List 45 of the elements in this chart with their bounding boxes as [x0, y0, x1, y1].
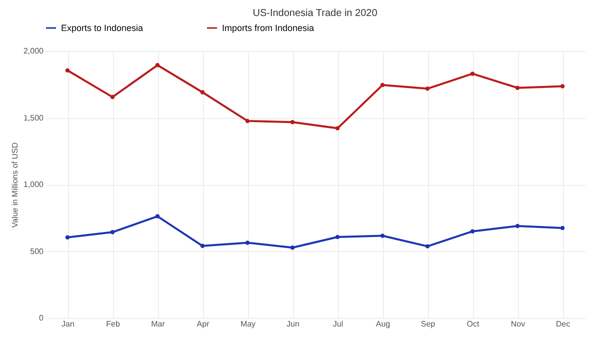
x-tick-label: Feb — [106, 320, 120, 328]
legend-label: Imports from Indonesia — [222, 23, 314, 33]
x-tick-label: Oct — [466, 320, 480, 328]
point — [560, 226, 565, 230]
point — [380, 82, 385, 88]
y-tick-label: 2,000 — [23, 46, 44, 56]
point — [470, 229, 475, 234]
point — [200, 90, 205, 94]
point — [65, 235, 70, 240]
point — [155, 63, 160, 68]
point — [110, 94, 115, 100]
point — [380, 234, 385, 238]
point — [425, 244, 430, 248]
point — [335, 126, 340, 130]
point — [515, 224, 520, 228]
point — [245, 118, 250, 124]
x-tick-label: Dec — [556, 320, 570, 328]
point — [470, 72, 475, 76]
legend-label: Exports to Indonesia — [61, 23, 144, 33]
point — [290, 246, 295, 250]
x-tick-label: Nov — [510, 320, 526, 328]
chart-title: US-Indonesia Trade in 2020 — [252, 8, 378, 19]
point — [200, 244, 205, 248]
point — [560, 84, 565, 88]
x-tick-label: Apr — [196, 320, 210, 328]
x-tick-label: Jun — [286, 320, 300, 328]
y-axis-title: Value in Millions of USD — [10, 142, 20, 228]
y-tick-label: 0 — [39, 314, 44, 322]
point — [515, 86, 520, 90]
y-tick-label: 1,000 — [23, 180, 44, 189]
point — [110, 230, 115, 234]
point — [155, 214, 160, 218]
x-tick-label: Mar — [151, 320, 166, 328]
point — [245, 240, 250, 245]
y-tick-label: 1,500 — [23, 113, 44, 122]
point — [335, 234, 340, 240]
point — [425, 86, 430, 91]
x-tick-label: Jan — [62, 320, 74, 328]
point — [290, 120, 295, 124]
point — [65, 68, 70, 72]
x-tick-label: May — [240, 320, 256, 328]
y-tick-label: 500 — [30, 246, 44, 256]
x-tick-label: Aug — [376, 320, 390, 328]
x-tick-label: Jul — [332, 320, 344, 328]
x-tick-label: Sep — [420, 320, 436, 328]
